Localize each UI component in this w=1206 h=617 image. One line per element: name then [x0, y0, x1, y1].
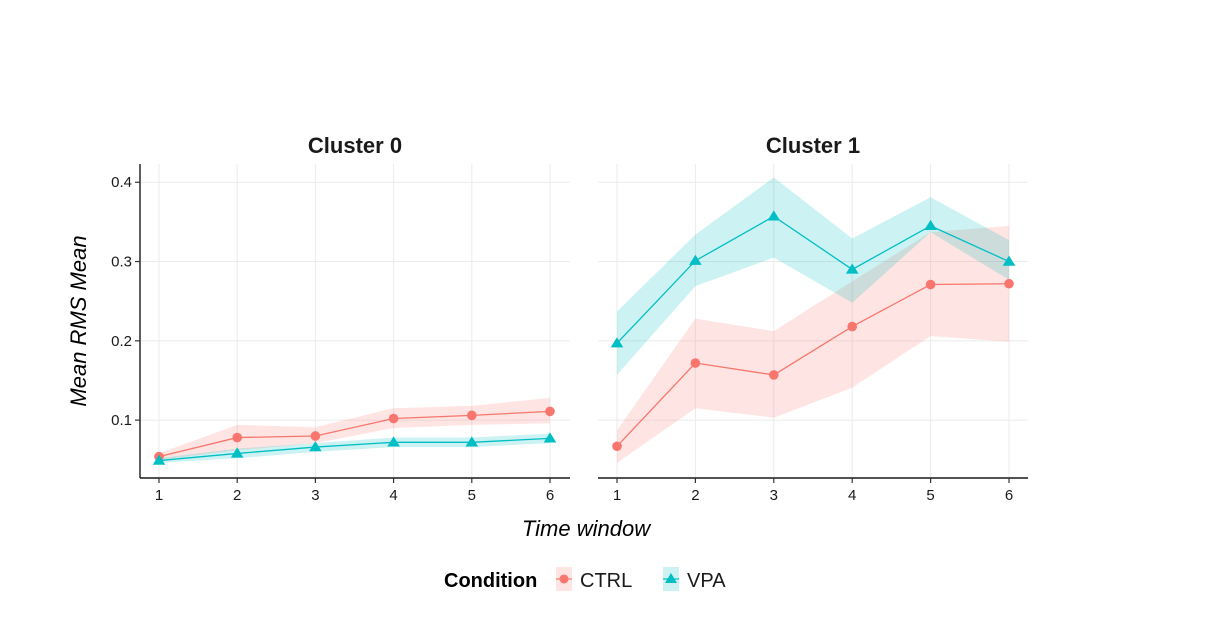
point-vpa [465, 436, 479, 447]
x-axis-label: Time window [522, 516, 652, 541]
point-ctrl [690, 358, 701, 368]
y-tick-label: 0.3 [111, 254, 132, 271]
legend-title: Condition [444, 570, 537, 592]
point-ctrl [545, 406, 555, 417]
panel-title: Cluster 0 [308, 133, 402, 158]
x-tick-label: 1 [613, 487, 621, 504]
x-tick-label: 2 [691, 487, 699, 504]
x-tick-label: 6 [1005, 487, 1013, 504]
ribbon-vpa [159, 433, 550, 463]
x-tick-label: 4 [848, 487, 856, 504]
point-ctrl [388, 413, 399, 424]
point-vpa [924, 219, 937, 231]
line-vpa [158, 437, 551, 462]
point-vpa [309, 441, 322, 452]
point-ctrl [612, 441, 622, 452]
x-tick-label: 4 [389, 487, 397, 504]
line-ctrl [616, 283, 1010, 447]
panel-0: Cluster 0 1 2 3 4 5 6 0.1 0.2 0.3 0.4 [111, 133, 570, 504]
point-ctrl [310, 431, 321, 441]
x-tick-label: 1 [155, 487, 163, 504]
x-tick-label: 6 [546, 487, 554, 504]
point-vpa [689, 254, 702, 265]
y-axis-label: Mean RMS Mean [66, 235, 91, 406]
point-vpa [152, 454, 166, 465]
point-ctrl [925, 279, 936, 290]
point-ctrl [467, 410, 477, 421]
point-vpa [543, 432, 557, 443]
point-vpa [230, 447, 244, 458]
legend-triangle-icon [665, 573, 677, 583]
point-vpa [1002, 255, 1016, 266]
legend-circle-icon [559, 574, 569, 584]
x-tick-label: 5 [926, 487, 934, 504]
legend-item-vpa: VPA [663, 567, 726, 592]
legend-label: VPA [687, 570, 726, 592]
panel-1: Cluster 1 1 2 3 4 5 6 [598, 133, 1028, 504]
point-ctrl [769, 370, 779, 380]
ribbon-vpa [617, 177, 1009, 375]
ribbon-ctrl [617, 225, 1009, 463]
line-vpa [616, 215, 1010, 344]
point-ctrl [1004, 278, 1014, 289]
legend-label: CTRL [580, 570, 632, 592]
legend: Condition CTRL VPA [444, 567, 726, 592]
x-tick-label: 2 [233, 487, 241, 504]
point-vpa [767, 210, 781, 221]
point-vpa [610, 337, 624, 348]
point-vpa [845, 263, 859, 274]
x-tick-label: 3 [311, 487, 319, 504]
y-tick-label: 0.4 [111, 174, 132, 191]
point-ctrl [232, 432, 242, 443]
y-tick-label: 0.1 [111, 412, 132, 429]
x-tick-label: 3 [770, 487, 778, 504]
panel-title: Cluster 1 [766, 133, 860, 158]
point-ctrl [847, 321, 857, 332]
point-vpa [387, 436, 400, 447]
x-tick-label: 5 [468, 487, 476, 504]
legend-item-ctrl: CTRL [556, 567, 632, 592]
ribbon-ctrl [159, 397, 550, 460]
line-ctrl [158, 410, 551, 458]
y-tick-label: 0.2 [111, 333, 132, 350]
